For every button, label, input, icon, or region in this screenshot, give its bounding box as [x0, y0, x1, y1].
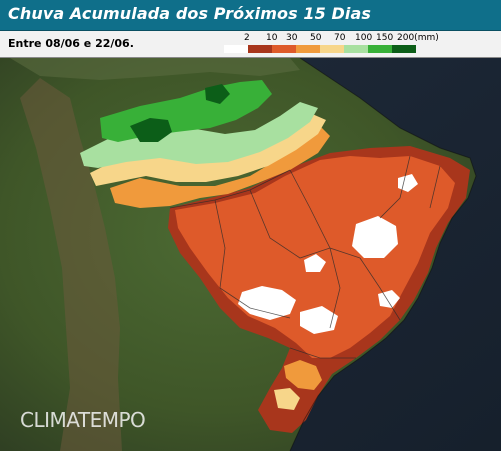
dry-spot-piaui: [378, 290, 400, 308]
forecast-period: Entre 08/06 e 22/06.: [8, 37, 134, 50]
rain-zone-50-70: [110, 126, 330, 208]
legend-label-10: 10: [266, 33, 278, 43]
legend-swatch-7: [392, 45, 416, 53]
dry-spot-mato-grosso: [300, 306, 338, 334]
legend-swatch-0: [224, 45, 248, 53]
dry-spot-center-west: [238, 286, 296, 320]
precipitation-legend: 2 10 30 50 70 100 150 200(mm): [224, 33, 494, 55]
coastline: [289, 58, 477, 451]
legend-swatch-5: [344, 45, 368, 53]
andes-relief: [20, 78, 122, 451]
legend-label-30: 30: [286, 33, 298, 43]
legend-label-100: 100: [355, 33, 373, 43]
legend-swatch-3: [296, 45, 320, 53]
dry-spot-bahia: [352, 216, 398, 258]
rain-zone-100-150: [80, 102, 318, 168]
legend-swatch-1: [248, 45, 272, 53]
legend-swatch-6: [368, 45, 392, 53]
dry-spot-northeast: [398, 174, 418, 192]
rain-zone-200-plus-2: [205, 84, 230, 104]
info-bar: Entre 08/06 e 22/06. 2 10 30 50 70 100 1…: [0, 31, 501, 58]
rain-zone-70-100: [90, 113, 326, 186]
title-bar: Chuva Acumulada dos Próximos 15 Dias: [0, 0, 501, 31]
legend-label-70: 70: [334, 33, 346, 43]
legend-swatch-2: [272, 45, 296, 53]
land-north-coast: [10, 58, 300, 80]
legend-label-150: 150: [376, 33, 394, 43]
state-borders: [169, 155, 441, 359]
legend-label-50: 50: [310, 33, 322, 43]
legend-swatch-4: [320, 45, 344, 53]
brazil-rain-map: [0, 58, 501, 451]
legend-label-2: 2: [244, 33, 250, 43]
dry-spot-goias: [304, 254, 326, 272]
rain-zone-south-light: [274, 388, 300, 410]
map-title: Chuva Acumulada dos Próximos 15 Dias: [8, 4, 371, 23]
rain-zone-south: [284, 360, 322, 390]
legend-label-200mm: 200(mm): [397, 33, 439, 43]
climatempo-logo: CLIMATEMPO: [20, 408, 146, 432]
rain-zone-200-plus: [130, 118, 172, 142]
